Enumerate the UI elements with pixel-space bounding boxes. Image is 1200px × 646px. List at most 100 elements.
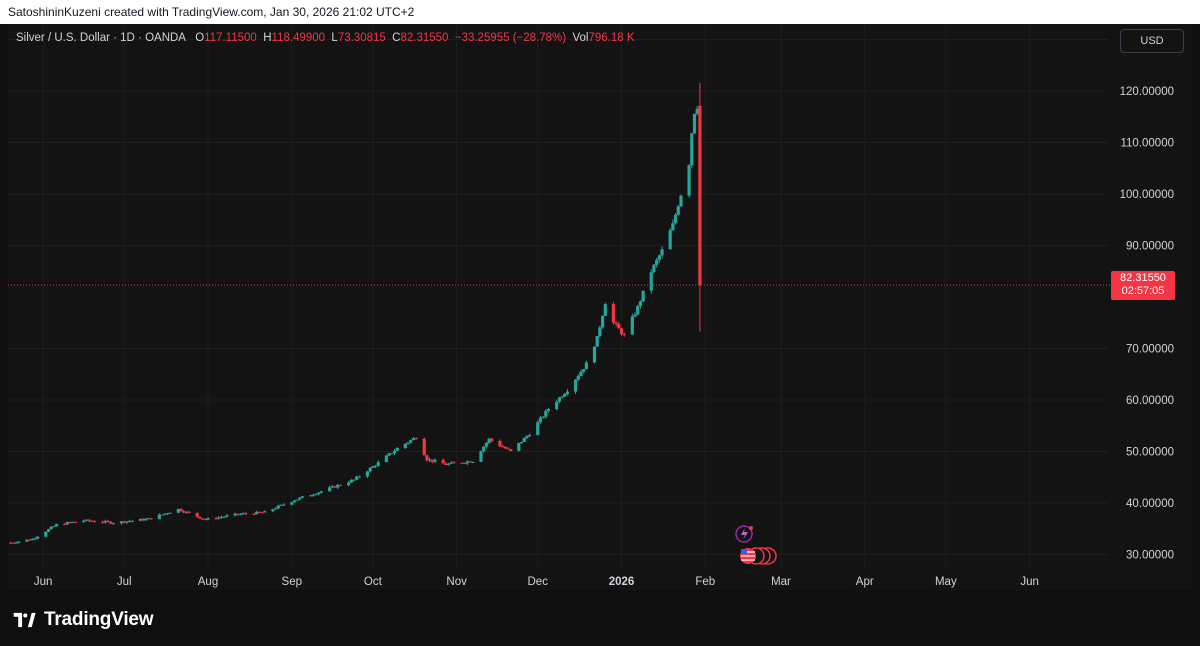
candle-body [600, 315, 605, 328]
candle-body [557, 397, 561, 402]
candle-body [222, 516, 226, 518]
candle-body [144, 518, 148, 521]
candle-body [465, 461, 470, 464]
chart-credit: SatoshininKuzeni created with TradingVie… [0, 0, 1200, 24]
flash-event-ring [735, 525, 753, 543]
candle-body [414, 438, 418, 440]
candle-body [355, 476, 359, 480]
symbol-legend: Silver / U.S. Dollar · 1D · OANDA O117.1… [16, 32, 635, 44]
candle-body [187, 511, 191, 513]
candle-body [452, 462, 456, 464]
candlestick-chart[interactable]: 130.00000120.00000110.00000100.0000090.0… [8, 24, 1192, 590]
candle-body [160, 514, 164, 516]
candle-body [638, 301, 643, 306]
candle-body [290, 502, 294, 505]
candle-body [333, 486, 337, 488]
candle-body [528, 435, 532, 437]
candle-body [9, 542, 13, 544]
candle-body [500, 446, 505, 448]
x-tick-label: May [935, 576, 957, 588]
candle-body [384, 455, 388, 463]
y-tick-label: 60.00000 [1126, 395, 1174, 407]
flag-canton [741, 549, 747, 554]
symbol-name[interactable]: Silver / U.S. Dollar · 1D · OANDA [16, 32, 186, 44]
candle-body [63, 524, 67, 526]
y-tick-label: 100.00000 [1120, 189, 1174, 201]
candle-body [409, 440, 413, 443]
candle-body [106, 520, 110, 522]
candle-body [503, 447, 507, 449]
candle-body [36, 536, 40, 539]
candle-body [611, 304, 616, 323]
candle-body [617, 323, 621, 329]
candle-body [82, 520, 86, 522]
x-tick-label: Jun [1020, 576, 1039, 588]
candle-body [195, 512, 199, 517]
candle-body [579, 371, 583, 377]
candle-body [655, 259, 659, 265]
candle-body [225, 515, 229, 517]
low-value: 73.30815 [337, 32, 386, 44]
candle-body [184, 511, 188, 513]
tradingview-brand[interactable]: TradingView [10, 606, 154, 634]
candle-body [282, 504, 286, 506]
candle-body [357, 476, 361, 478]
candle-body [206, 518, 210, 520]
x-tick-label: Dec [528, 576, 549, 588]
candle-body [179, 508, 183, 512]
flash-event-dot [749, 526, 753, 530]
candle-body [598, 327, 602, 336]
candle-body [71, 521, 75, 523]
candle-body [433, 459, 437, 462]
candle-body [563, 393, 567, 397]
candle-body [622, 334, 626, 336]
candle-body [255, 511, 259, 515]
candle-body [336, 484, 340, 488]
chart-pane[interactable]: 130.00000120.00000110.00000100.0000090.0… [8, 24, 1192, 590]
candle-body [28, 539, 32, 541]
x-tick-label: Feb [695, 576, 715, 588]
candle-body [241, 513, 245, 515]
grid-lines [8, 24, 1108, 570]
candle-body [657, 255, 661, 260]
candle-body [165, 513, 170, 515]
y-tick-label: 120.00000 [1120, 86, 1174, 98]
candle-body [238, 514, 243, 516]
candle-body [365, 471, 370, 477]
candle-body [525, 436, 529, 438]
change-value: −33.25955 (−28.78%) [454, 32, 567, 44]
candle-body [68, 522, 72, 524]
candle-body [244, 513, 248, 515]
candle-body [630, 316, 634, 335]
candle-body [182, 511, 186, 513]
event-markers [735, 525, 777, 565]
candle-body [487, 438, 491, 443]
candle-body [236, 513, 240, 515]
candle-body [319, 491, 324, 493]
candle-body [498, 440, 502, 447]
candle-body [317, 492, 321, 495]
candle-body [149, 518, 153, 520]
candle-body [692, 113, 697, 134]
candle-body [65, 522, 70, 525]
candle-body [376, 462, 380, 466]
time-axis: Jun Jul Aug Sep Oct Nov Dec 2026 Feb Mar Apr May Jun [34, 576, 1039, 588]
candle-body [119, 521, 124, 524]
candle-body [592, 346, 597, 363]
candle-body [11, 542, 16, 544]
candles [9, 82, 702, 544]
currency-selector[interactable]: USD [1120, 29, 1184, 53]
candle-body [25, 539, 29, 542]
candle-body [300, 496, 305, 498]
candle-body [125, 521, 129, 523]
candle-body [430, 459, 434, 462]
y-tick-label: 50.00000 [1126, 447, 1174, 459]
candle-body [233, 513, 237, 516]
candle-body [73, 521, 78, 523]
last-price-value: 82.31550 [1120, 272, 1166, 284]
candle-body [565, 391, 570, 394]
candle-body [146, 518, 151, 520]
candle-body [463, 462, 467, 464]
candle-body [44, 531, 48, 537]
candle-body [30, 538, 34, 541]
